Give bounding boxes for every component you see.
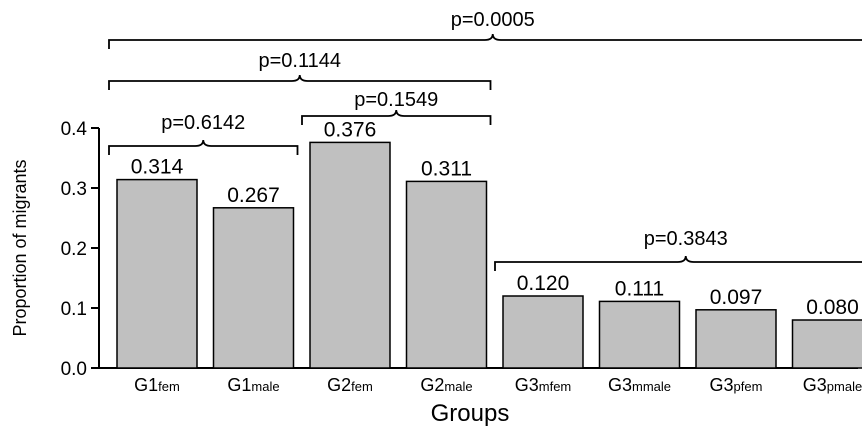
y-tick-label: 0.2 <box>61 239 87 260</box>
data-label: 0.311 <box>421 157 472 180</box>
significance-bracket <box>301 109 492 125</box>
x-axis-title: Groups <box>431 400 510 427</box>
x-tick-labels: G1fem G1male G2fem G2male G3mfem G3mmale G3pfe… <box>134 375 862 395</box>
x-tick-label: G2male <box>420 375 472 395</box>
significance-brackets: p=0.0005 p=0.1144 p=0.1549 p=0.6142 p=0.3843 <box>108 9 862 271</box>
data-labels: 0.314 0.267 0.376 0.311 0.120 0.111 0.097 0.080 <box>131 118 859 319</box>
significance-bracket <box>108 33 862 49</box>
x-tick-label: G2fem <box>327 375 373 395</box>
x-tick-label: G1male <box>227 375 279 395</box>
x-tick-label: G3pfem <box>710 375 763 395</box>
bar <box>695 309 777 369</box>
y-ticks: 0.0 0.1 0.2 0.3 0.4 <box>61 119 99 380</box>
bar <box>116 178 198 369</box>
data-label: 0.111 <box>615 277 664 300</box>
bar <box>405 180 488 369</box>
bars <box>116 141 862 369</box>
bar <box>791 319 862 369</box>
data-label: 0.080 <box>806 296 859 319</box>
y-axis-title: Proportion of migrants <box>10 159 30 336</box>
y-tick-label: 0.1 <box>61 299 87 320</box>
x-tick-label: G3mmale <box>608 375 671 395</box>
x-tick-label: G3mfem <box>515 375 572 395</box>
bar <box>212 207 295 369</box>
y-tick-label: 0.4 <box>61 119 88 140</box>
p-value-label: p=0.6142 <box>161 112 245 134</box>
data-label: 0.376 <box>324 118 377 141</box>
bar <box>309 141 391 369</box>
data-label: 0.314 <box>131 156 184 179</box>
x-tick-label: G3pmale <box>803 375 862 395</box>
data-label: 0.267 <box>227 184 280 207</box>
p-value-label: p=0.0005 <box>451 9 535 31</box>
data-label: 0.120 <box>517 272 570 295</box>
y-tick-label: 0.0 <box>61 359 87 380</box>
data-label: 0.097 <box>710 286 763 309</box>
p-value-label: p=0.1549 <box>354 89 438 111</box>
bar <box>502 295 584 369</box>
significance-bracket <box>494 255 862 271</box>
x-tick-label: G1fem <box>134 375 180 395</box>
p-value-label: p=0.1144 <box>259 50 342 72</box>
bar <box>598 300 681 369</box>
significance-bracket <box>108 74 492 90</box>
p-value-label: p=0.3843 <box>644 228 728 250</box>
y-tick-label: 0.3 <box>61 179 87 200</box>
significance-bracket <box>108 139 299 155</box>
